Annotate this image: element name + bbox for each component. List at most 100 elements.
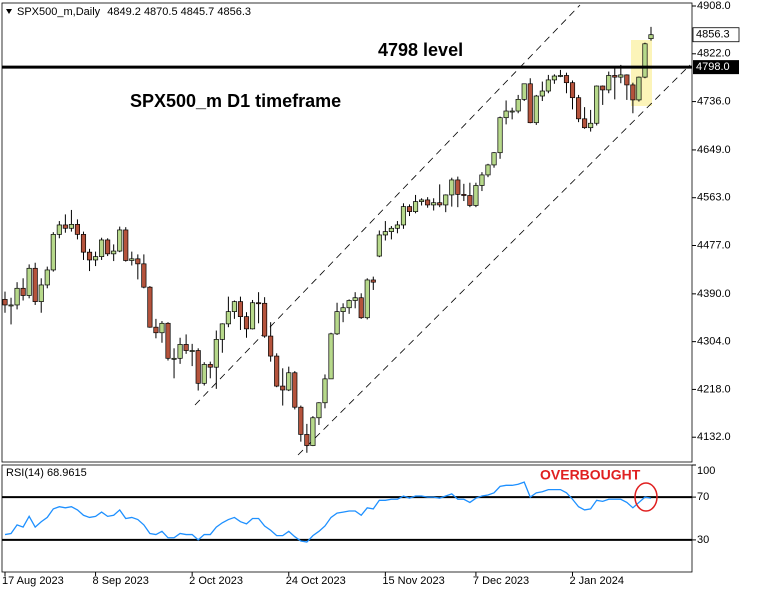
last-price-label: 4856.3 — [696, 29, 730, 41]
candle-body — [286, 372, 292, 391]
rsi-y-tick-label: 100 — [697, 465, 715, 477]
candle-body — [618, 74, 624, 78]
menu-arrow — [6, 9, 12, 14]
candle-body — [14, 287, 20, 306]
candle-body — [316, 402, 322, 419]
y-tick-label: 4822.0 — [697, 48, 731, 60]
y-tick-label: 4132.0 — [697, 431, 731, 443]
candle-body — [74, 224, 80, 235]
header-low: 4845.7 — [181, 6, 215, 18]
channel-lower — [297, 64, 691, 456]
candle-body — [50, 234, 56, 271]
y-tick-label: 4649.0 — [697, 144, 731, 156]
candle-body — [606, 75, 612, 91]
candle-body — [376, 234, 382, 257]
candle-body — [582, 118, 588, 129]
candle-body — [624, 74, 630, 86]
candle-body — [56, 224, 62, 235]
candle-body — [171, 357, 177, 360]
candle-body — [38, 284, 44, 302]
annotation: 4798 level — [378, 40, 463, 60]
candle-body — [509, 110, 515, 113]
rsi-line — [4, 481, 652, 543]
candle-body — [612, 75, 618, 78]
overbought-circle — [634, 482, 658, 512]
candle-body — [165, 322, 171, 359]
candle-body — [521, 83, 527, 100]
y-tick-label: 4563.0 — [697, 192, 731, 204]
candle-body — [268, 335, 274, 357]
candle-body — [600, 85, 606, 91]
candle-body — [630, 84, 636, 101]
candle-body — [322, 378, 328, 404]
candle-body — [123, 229, 129, 261]
candle-body — [503, 110, 509, 119]
candle-body — [563, 75, 570, 84]
x-tick-label: 2 Jan 2024 — [570, 575, 624, 587]
candle-body — [159, 322, 165, 334]
candle-body — [237, 301, 244, 317]
candle-body — [419, 199, 425, 202]
y-tick-label: 4304.0 — [697, 336, 731, 348]
candle-body — [153, 326, 159, 334]
candle-body — [292, 372, 298, 408]
candle-body — [177, 344, 183, 359]
candle-body — [382, 231, 388, 236]
x-tick-label: 2 Oct 2023 — [189, 575, 243, 587]
candle-body — [364, 279, 370, 319]
rsi-y-tick-label: 30 — [697, 534, 709, 546]
candle-body — [455, 179, 461, 195]
annotation: OVERBOUGHT — [540, 467, 641, 483]
candle-body — [539, 90, 545, 97]
candle-body — [467, 195, 473, 206]
level-label: 4798.0 — [696, 61, 730, 73]
candle-body — [249, 302, 256, 330]
last-price-box — [692, 27, 740, 43]
rsi-value: 68.9615 — [47, 467, 87, 479]
y-tick-label: 4908.0 — [697, 0, 731, 12]
candle-body — [533, 95, 539, 124]
rsi-panel — [1, 464, 693, 573]
candle-body — [99, 239, 105, 257]
y-tick-label: 4736.0 — [697, 95, 731, 107]
candle-body — [485, 164, 491, 176]
header-high: 4870.5 — [144, 6, 178, 18]
candle-body — [141, 263, 147, 288]
annotation: SPX500_m D1 timeframe — [130, 91, 341, 111]
candle-body — [551, 75, 557, 81]
candle-body — [352, 297, 358, 301]
channel-upper — [194, 4, 581, 406]
price-panel — [1, 2, 693, 463]
candle-body — [135, 258, 141, 265]
candle-body — [62, 224, 68, 229]
candle-body — [370, 279, 376, 283]
x-tick-label: 15 Nov 2023 — [382, 575, 444, 587]
candle-body — [304, 434, 310, 446]
candle-body — [86, 251, 93, 261]
x-tick-label: 24 Oct 2023 — [286, 575, 346, 587]
x-tick-label: 7 Dec 2023 — [473, 575, 529, 587]
candle-body — [20, 287, 26, 296]
candle-body — [443, 194, 449, 206]
candle-body — [310, 417, 316, 446]
candle-body — [569, 82, 576, 99]
candle-body — [437, 202, 443, 206]
candle-body — [111, 250, 117, 255]
candle-body — [274, 355, 280, 387]
candle-body — [8, 304, 14, 307]
candle-body — [473, 185, 479, 206]
header-open: 4849.2 — [107, 6, 141, 18]
candle-body — [225, 311, 231, 325]
candle-body — [497, 117, 503, 154]
x-tick-label: 17 Aug 2023 — [2, 575, 64, 587]
candle-body — [328, 333, 334, 380]
candle-body — [648, 34, 654, 40]
y-tick-label: 4477.0 — [697, 239, 731, 251]
candle-body — [588, 122, 594, 129]
candle-body — [213, 339, 219, 368]
candle-body — [642, 43, 648, 78]
candle-body — [147, 286, 153, 328]
rsi-y-tick-label: 70 — [697, 491, 709, 503]
candle-body — [636, 76, 642, 101]
candle-body — [400, 206, 407, 226]
